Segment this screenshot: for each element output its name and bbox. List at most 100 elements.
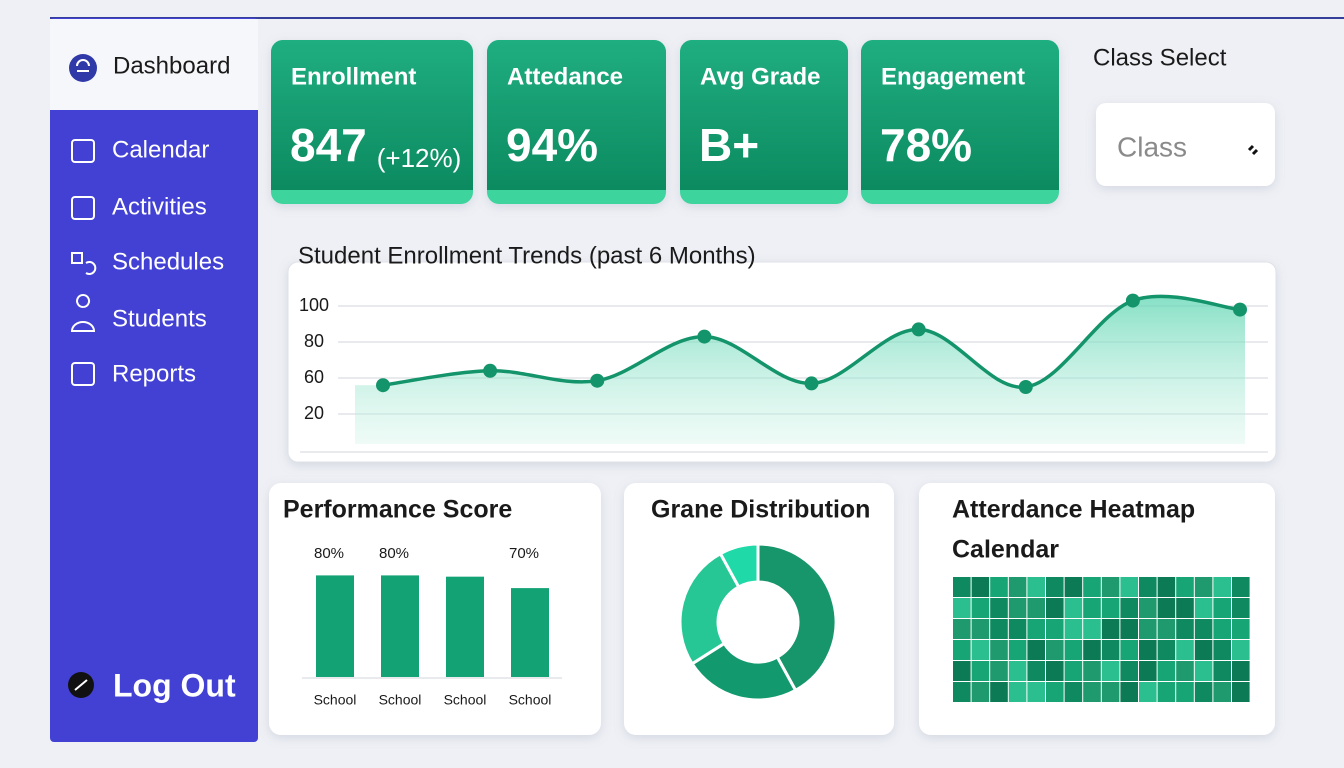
bar: [381, 575, 419, 677]
heatmap-cell: [1046, 640, 1064, 660]
donut-card: [624, 483, 894, 735]
heatmap-cell: [1213, 598, 1231, 618]
heatmap-cell: [1046, 598, 1064, 618]
heatmap-cell: [1176, 577, 1194, 597]
heatmap-cell: [1213, 682, 1231, 702]
heatmap-cell: [953, 640, 971, 660]
heatmap-cell: [1232, 619, 1250, 639]
heatmap-cell: [1101, 598, 1120, 618]
heatmap-cell: [1046, 619, 1064, 639]
point: [376, 378, 390, 393]
heatmap-cell: [953, 598, 971, 618]
heatmap-cell: [1046, 577, 1064, 597]
y-tick-label: 20: [304, 403, 324, 423]
bar: [511, 588, 549, 677]
heatmap-cell: [953, 577, 971, 597]
heatmap-cell: [1232, 598, 1250, 618]
nav-item[interactable]: Activities: [112, 193, 207, 220]
kpi-value: 94%: [506, 119, 598, 171]
heatmap-cell: [1008, 619, 1027, 639]
heatmap-cell: [1139, 619, 1157, 639]
heatmap-cell: [1232, 682, 1250, 702]
heatmap-cell: [1194, 640, 1213, 660]
x-tick-label: School: [379, 692, 422, 708]
bar: [446, 576, 484, 677]
heatmap-cell: [1008, 577, 1027, 597]
heatmap-cell: [1083, 661, 1101, 681]
kpi-label: Engagement: [881, 63, 1025, 90]
heatmap-cell: [1194, 682, 1213, 702]
heatmap-cell: [990, 682, 1008, 702]
bar: [316, 575, 354, 677]
heatmap-cell: [990, 661, 1008, 681]
kpi-card: [680, 40, 848, 190]
heatmap-cell: [1046, 661, 1064, 681]
class-select-placeholder: Class: [1117, 131, 1187, 162]
heatmap-cell: [1176, 682, 1194, 702]
heatmap-cell: [990, 577, 1008, 597]
select-arrow: [1247, 144, 1259, 156]
heatmap-cell: [1101, 577, 1120, 597]
heatmap-cell: [971, 661, 990, 681]
heatmap-cell: [1176, 619, 1194, 639]
heatmap-cell: [1046, 682, 1064, 702]
students-icon: [70, 294, 96, 332]
logout-button[interactable]: Log Out: [113, 667, 236, 703]
kpi-card: [271, 40, 473, 190]
nav-item[interactable]: Calendar: [112, 136, 209, 163]
heatmap-cell: [971, 619, 990, 639]
heatmap-cell: [1083, 682, 1101, 702]
heatmap-cell: [990, 619, 1008, 639]
donut-segment: [756, 542, 838, 693]
kpi-value: 847: [290, 119, 367, 171]
point: [590, 373, 605, 388]
nav-item[interactable]: Schedules: [112, 248, 224, 275]
heatmap-cell: [1083, 640, 1101, 660]
value-label: 80%: [379, 545, 409, 562]
nav-item[interactable]: Students: [112, 305, 207, 332]
heatmap-cell: [1194, 661, 1213, 681]
heatmap-cell: [1176, 598, 1194, 618]
heatmap-cell: [971, 577, 990, 597]
heatmap-cell: [1232, 661, 1250, 681]
heatmap-cell: [1008, 661, 1027, 681]
heatmap-title: Atterdance Heatmap: [952, 496, 1195, 524]
heatmap-cell: [1139, 577, 1157, 597]
donut-chart-title: Grane Distribution: [651, 496, 870, 524]
line-chart-title: Student Enrollment Trends (past 6 Months…: [298, 242, 756, 269]
point: [483, 363, 498, 378]
heatmap-cell: [1008, 682, 1027, 702]
heatmap-cell: [953, 682, 971, 702]
heatmap-cell: [1232, 577, 1250, 597]
heatmap-cell: [1194, 598, 1213, 618]
kpi-label: Enrollment: [291, 63, 416, 90]
heatmap-cell: [1027, 682, 1045, 702]
heatmap-cell: [1064, 598, 1083, 618]
x-tick-label: School: [444, 692, 487, 708]
kpi-value: 78%: [880, 119, 972, 171]
heatmap-cell: [1027, 661, 1045, 681]
class-select[interactable]: [1096, 103, 1275, 186]
heatmap-cell: [1120, 661, 1138, 681]
heatmap-cell: [990, 640, 1008, 660]
heatmap-cell: [971, 682, 990, 702]
kpi-card: [487, 40, 666, 190]
heatmap-cell: [1027, 640, 1045, 660]
heatmap-cell: [1008, 598, 1027, 618]
heatmap-cell: [1101, 619, 1120, 639]
heatmap-grid: [953, 577, 1250, 702]
heatmap-cell: [971, 640, 990, 660]
heatmap-cell: [1232, 640, 1250, 660]
y-tick-label: 100: [299, 295, 329, 315]
heatmap-cell: [1213, 577, 1231, 597]
heatmap-cell: [1120, 640, 1138, 660]
heatmap-cell: [971, 598, 990, 618]
sidebar-icons: [70, 139, 97, 386]
heatmap-cell: [1176, 661, 1194, 681]
heatmap-cell: [1120, 598, 1138, 618]
nav-item[interactable]: Reports: [112, 360, 196, 387]
kpi-change: (+12%): [377, 143, 462, 173]
heatmap-cell: [1139, 682, 1157, 702]
heatmap-cell: [1157, 619, 1176, 639]
sidebar: [50, 18, 258, 742]
